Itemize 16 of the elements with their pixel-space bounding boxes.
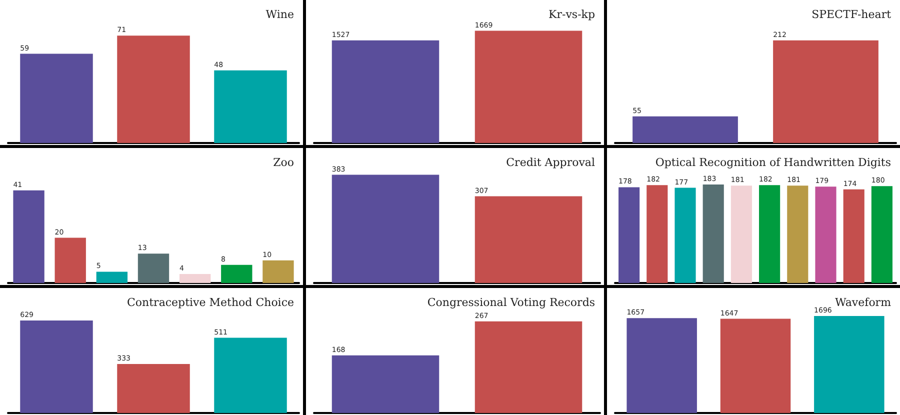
- chart-title: Wine: [266, 8, 294, 21]
- chart-title: Credit Approval: [506, 156, 596, 169]
- bar: [138, 254, 170, 283]
- chart-title: Waveform: [834, 296, 892, 309]
- chart-title: SPECTF-heart: [812, 8, 892, 21]
- bar: [96, 272, 128, 283]
- chart-title: Kr-vs-kp: [548, 8, 596, 21]
- chart-title: Congressional Voting Records: [427, 296, 596, 309]
- chart-title: Optical Recognition of Handwritten Digits: [655, 156, 892, 169]
- bar: [262, 260, 294, 283]
- bar: [179, 274, 211, 283]
- chart-title: Zoo: [273, 156, 294, 169]
- chart-title: Contraceptive Method Choice: [127, 296, 294, 309]
- bar: [13, 190, 44, 283]
- bar: [54, 238, 86, 283]
- bar: [221, 264, 252, 283]
